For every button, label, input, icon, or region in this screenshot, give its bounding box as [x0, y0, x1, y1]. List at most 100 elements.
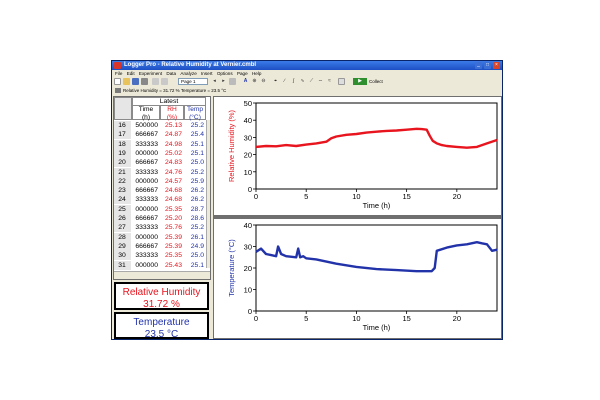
table-cell-rh[interactable]: 24.57: [164, 177, 182, 185]
save-icon[interactable]: [132, 78, 139, 85]
menu-edit[interactable]: Edit: [126, 71, 135, 76]
table-cell-time[interactable]: 666667: [135, 187, 158, 195]
next-page-icon[interactable]: ▸: [222, 78, 225, 84]
table-cell-temp[interactable]: 24.9: [190, 242, 204, 250]
row-number[interactable]: 25: [114, 204, 131, 214]
table-cell-temp[interactable]: 25.1: [190, 261, 204, 269]
table-cell-time[interactable]: 333333: [135, 224, 158, 232]
open-folder-icon[interactable]: [123, 78, 130, 85]
row-number[interactable]: 27: [114, 223, 131, 233]
autoscale-icon[interactable]: A: [243, 78, 248, 84]
table-cell-rh[interactable]: 25.43: [164, 261, 182, 269]
column-header-rh[interactable]: RH (%): [160, 105, 184, 121]
menu-insert[interactable]: Insert: [201, 71, 213, 76]
row-number[interactable]: 21: [114, 167, 131, 177]
table-cell-temp[interactable]: 25.2: [190, 168, 204, 176]
row-number[interactable]: 16: [114, 121, 131, 130]
table-cell-rh[interactable]: 25.35: [164, 252, 182, 260]
table-vertical-scrollbar[interactable]: [206, 120, 210, 268]
model-icon[interactable]: ≈: [328, 78, 331, 84]
table-cell-time[interactable]: 000000: [135, 149, 158, 157]
print-icon[interactable]: [141, 78, 148, 85]
table-cell-time[interactable]: 000000: [135, 177, 158, 185]
table-cell-rh[interactable]: 24.87: [164, 131, 182, 139]
menu-options[interactable]: Options: [216, 71, 233, 76]
rh-graph[interactable]: 0 10 20 30 40 50 0 5 10 15 20 Time (h) Relative Humi…: [214, 97, 501, 215]
menu-analyze[interactable]: Analyze: [180, 71, 197, 76]
table-cell-rh[interactable]: 25.76: [164, 224, 182, 232]
curve-fit-icon[interactable]: ∼: [318, 78, 323, 84]
table-cell-temp[interactable]: 25.1: [190, 140, 204, 148]
minimize-button[interactable]: _: [475, 62, 482, 69]
row-number[interactable]: 28: [114, 232, 131, 242]
table-cell-rh[interactable]: 24.98: [164, 140, 182, 148]
data-browser-icon[interactable]: [338, 78, 345, 85]
table-cell-time[interactable]: 666667: [135, 215, 158, 222]
page-selector[interactable]: Page 1: [178, 78, 208, 85]
menu-help[interactable]: Help: [251, 71, 262, 76]
close-button[interactable]: ×: [493, 62, 500, 69]
row-number[interactable]: 31: [114, 260, 131, 270]
graph-icon[interactable]: [161, 78, 168, 85]
row-number[interactable]: 30: [114, 251, 131, 261]
integral-icon[interactable]: ∫: [292, 78, 295, 84]
table-cell-time[interactable]: 333333: [135, 168, 158, 176]
row-number[interactable]: 17: [114, 130, 131, 140]
statistics-icon[interactable]: ∿: [300, 78, 305, 84]
table-cell-time[interactable]: 000000: [135, 261, 158, 269]
table-cell-time[interactable]: 333333: [135, 252, 158, 260]
table-cell-temp[interactable]: 25.4: [190, 131, 204, 139]
menu-experiment[interactable]: Experiment: [138, 71, 163, 76]
row-number[interactable]: 29: [114, 241, 131, 251]
zoom-out-icon[interactable]: ⊖: [261, 78, 266, 84]
row-number[interactable]: 26: [114, 214, 131, 223]
menu-data[interactable]: Data: [166, 71, 177, 76]
table-cell-temp[interactable]: 25.9: [190, 177, 204, 185]
table-cell-time[interactable]: 333333: [135, 140, 158, 148]
table-cell-temp[interactable]: 25.0: [190, 159, 204, 167]
row-number[interactable]: 18: [114, 139, 131, 149]
new-file-icon[interactable]: [114, 78, 121, 85]
table-cell-temp[interactable]: 25.2: [190, 224, 204, 232]
examine-icon[interactable]: ⌖: [274, 78, 277, 84]
zoom-in-icon[interactable]: ⊕: [252, 78, 257, 84]
table-cell-rh[interactable]: 24.68: [164, 187, 182, 195]
table-cell-temp[interactable]: 26.2: [190, 196, 204, 204]
row-number[interactable]: 20: [114, 158, 131, 168]
table-cell-rh[interactable]: 25.02: [164, 149, 182, 157]
row-number[interactable]: 23: [114, 186, 131, 196]
row-number[interactable]: 24: [114, 195, 131, 205]
linear-fit-icon[interactable]: ⟋: [309, 78, 314, 84]
table-horizontal-scrollbar[interactable]: [114, 271, 210, 279]
graph-divider[interactable]: [214, 215, 501, 219]
table-cell-rh[interactable]: 24.68: [164, 196, 182, 204]
table-cell-time[interactable]: 500000: [135, 122, 158, 129]
temperature-graph[interactable]: 0 10 20 30 40 0 5 10 15 20 Time (h) Temperature (°C…: [214, 219, 501, 338]
column-header-time[interactable]: Time (h): [132, 105, 160, 121]
page-icon[interactable]: [229, 78, 236, 85]
row-number[interactable]: 22: [114, 176, 131, 186]
table-cell-rh[interactable]: 24.83: [164, 159, 182, 167]
table-cell-temp[interactable]: 26.1: [190, 233, 204, 241]
table-cell-time[interactable]: 000000: [135, 205, 158, 213]
table-cell-rh[interactable]: 25.13: [164, 122, 182, 129]
table-cell-temp[interactable]: 28.6: [190, 215, 204, 222]
table-cell-rh[interactable]: 25.20: [164, 215, 182, 222]
table-cell-rh[interactable]: 25.39: [164, 233, 182, 241]
table-cell-temp[interactable]: 25.2: [190, 122, 204, 129]
table-cell-rh[interactable]: 25.39: [164, 242, 182, 250]
table-cell-rh[interactable]: 24.76: [164, 168, 182, 176]
table-icon[interactable]: [152, 78, 159, 85]
collect-button[interactable]: ▶: [353, 78, 367, 85]
table-cell-temp[interactable]: 28.7: [190, 205, 204, 213]
table-cell-time[interactable]: 000000: [135, 233, 158, 241]
table-cell-rh[interactable]: 25.35: [164, 205, 182, 213]
maximize-button[interactable]: □: [484, 62, 491, 69]
table-cell-temp[interactable]: 25.1: [190, 149, 204, 157]
table-cell-time[interactable]: 666667: [135, 131, 158, 139]
prev-page-icon[interactable]: ◂: [213, 78, 216, 84]
row-number[interactable]: 19: [114, 148, 131, 158]
column-header-temp[interactable]: Temp (°C): [184, 105, 206, 121]
menu-page[interactable]: Page: [236, 71, 248, 76]
tangent-icon[interactable]: ∕: [284, 78, 285, 84]
